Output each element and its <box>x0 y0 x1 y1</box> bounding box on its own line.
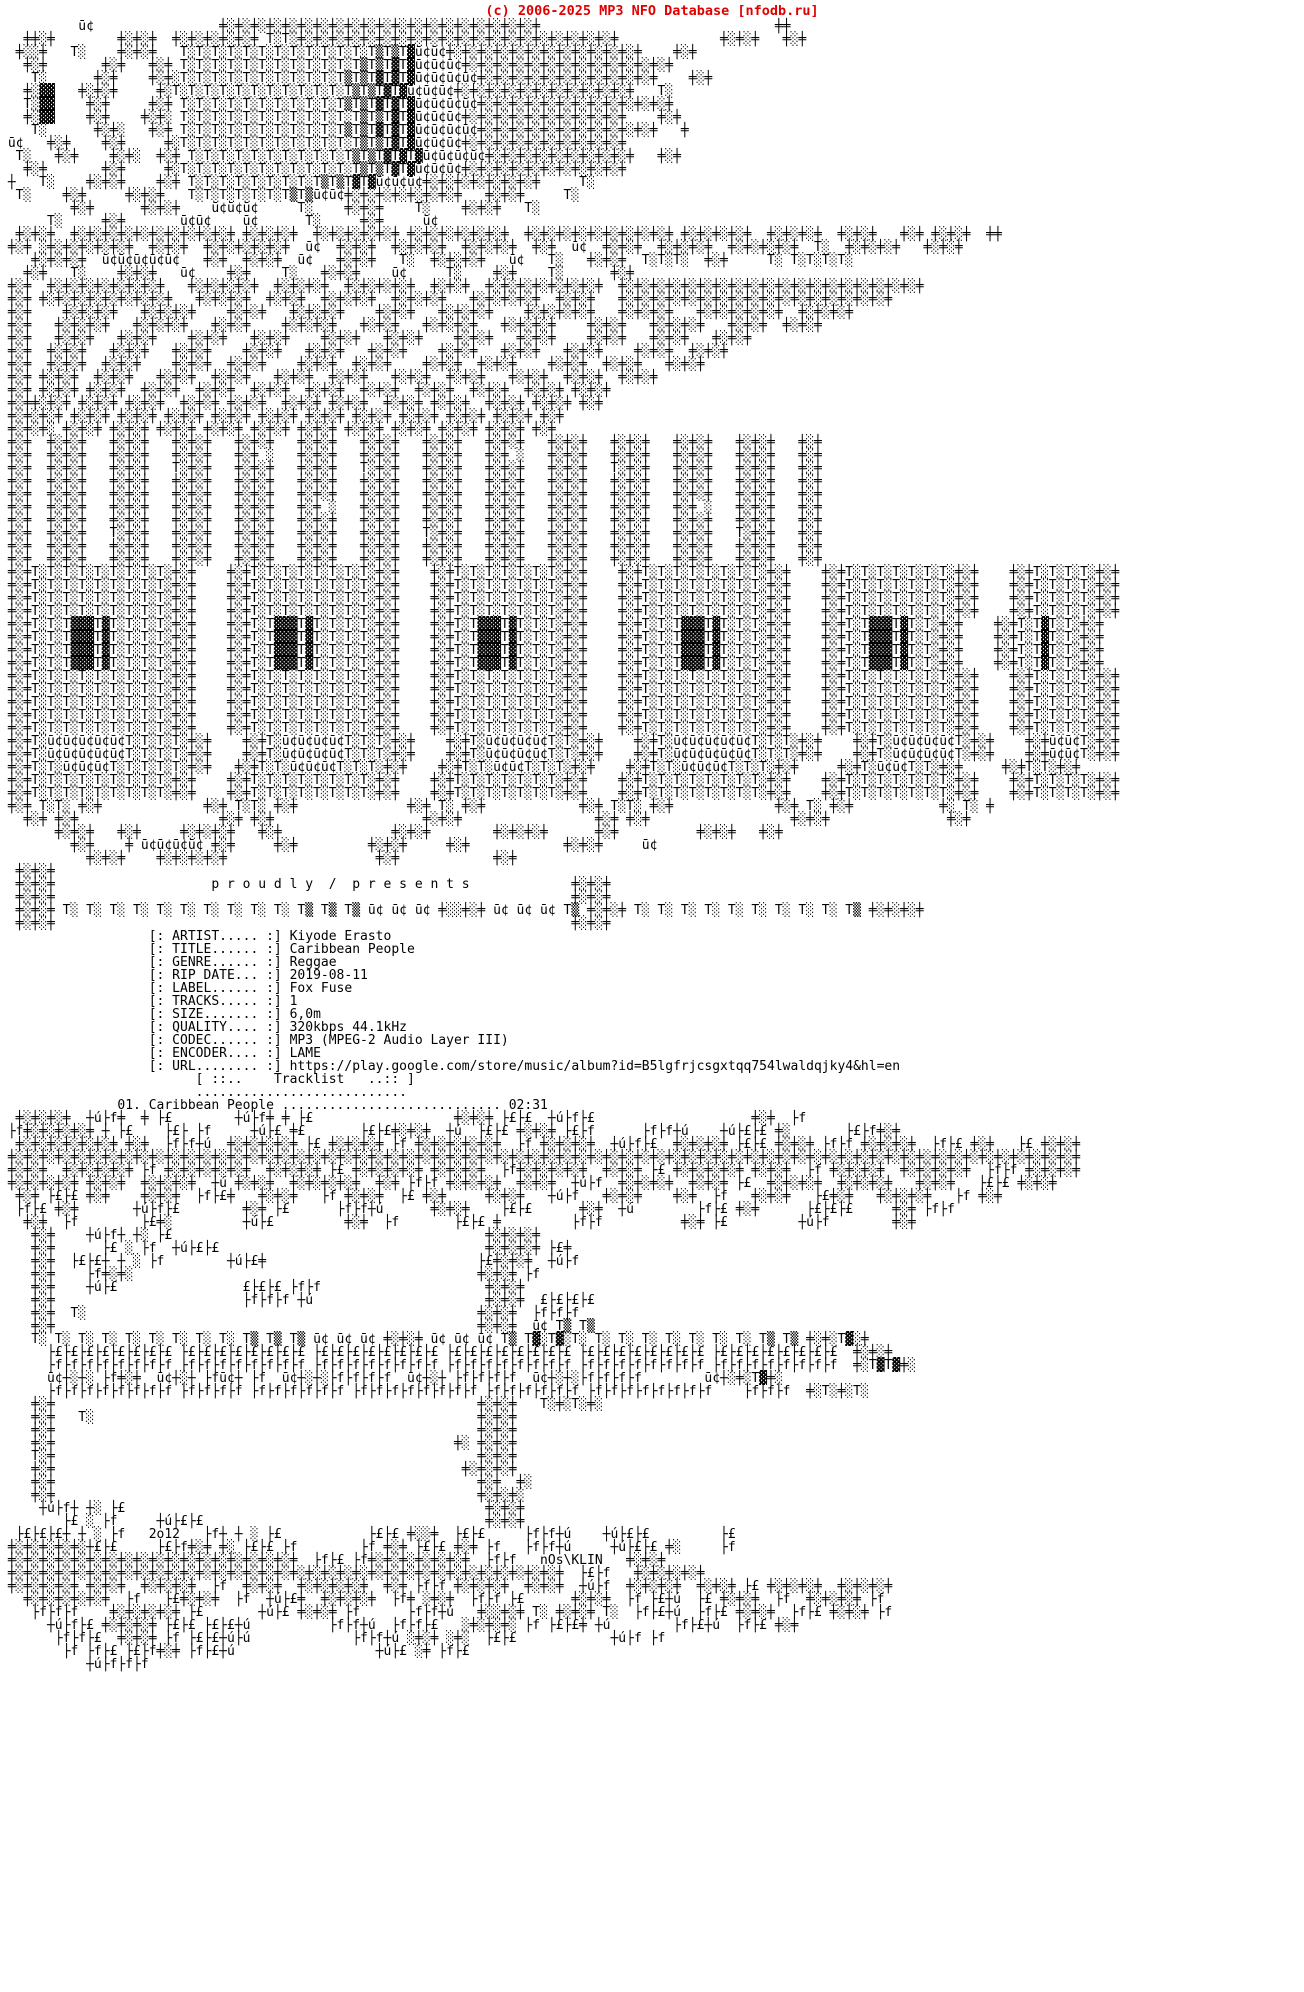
tracklist-header: [ ::.. Tracklist ..:: ] ................… <box>195 1072 415 1100</box>
release-info-block: [: ARTIST..... :] Kiyode Erasto [: TITLE… <box>148 929 901 1074</box>
ascii-art-top: ū¢ ╪░╪░╪░╪░╪░╪░╪░╪░╪░╪░╪░╪░╪░╪░╪░╪░╪░╪░╪… <box>7 19 1120 931</box>
ascii-art-bottom: ╪░╪░╪░╪ ┼ú├f╪ ╪ ├£ ┼ú├f╪ ╪ ├£ ╪░╪░╪ ├£├£… <box>7 1111 1081 1672</box>
nfodb-copyright-header: (c) 2006-2025 MP3 NFO Database [nfodb.ru… <box>485 3 819 19</box>
tracklist-entries: 01. Caribbean People ...................… <box>0 1098 548 1113</box>
